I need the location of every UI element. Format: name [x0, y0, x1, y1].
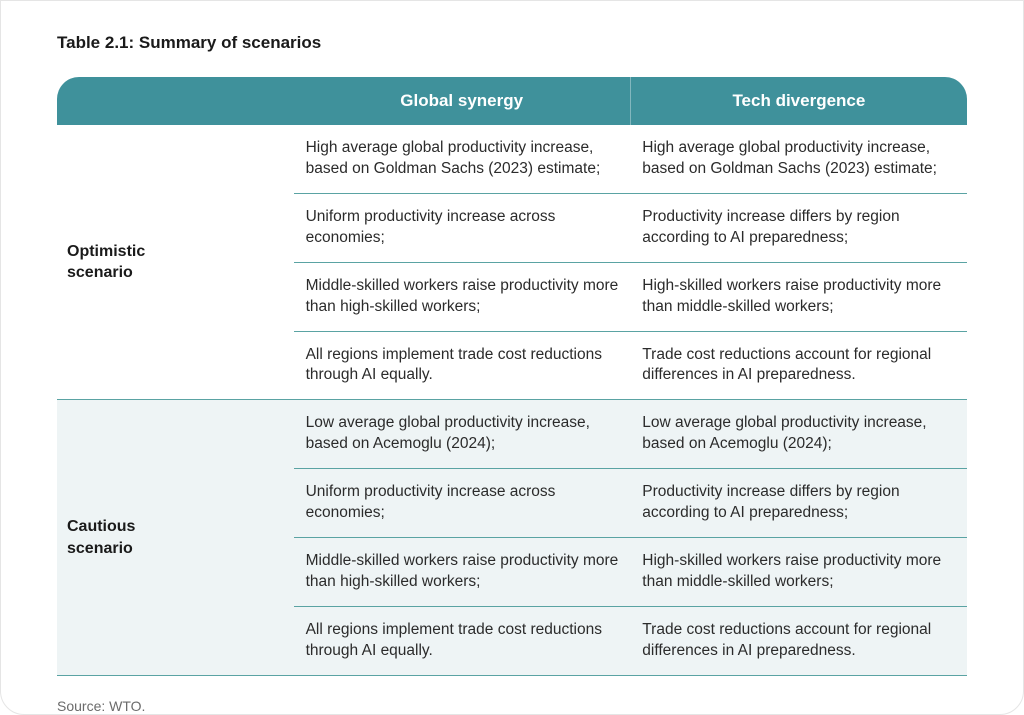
- cell: All regions implement trade cost reducti…: [294, 331, 631, 400]
- cell: High average global productivity increas…: [294, 125, 631, 193]
- cell: Low average global productivity increase…: [630, 400, 967, 469]
- group-optimistic: Optimisticscenario High average global p…: [57, 125, 967, 400]
- header-tech-divergence: Tech divergence: [630, 77, 967, 125]
- cell: Uniform productivity increase across eco…: [294, 469, 631, 538]
- cell: High-skilled workers raise productivity …: [630, 262, 967, 331]
- table-source: Source: WTO.: [57, 698, 967, 714]
- cell: Low average global productivity increase…: [294, 400, 631, 469]
- header-blank: [57, 77, 294, 125]
- cell: High average global productivity increas…: [630, 125, 967, 193]
- group-cautious: Cautiousscenario Low average global prod…: [57, 400, 967, 675]
- cell: Middle-skilled workers raise productivit…: [294, 538, 631, 607]
- cell: Trade cost reductions account for region…: [630, 331, 967, 400]
- cell: High-skilled workers raise productivity …: [630, 538, 967, 607]
- header-global-synergy: Global synergy: [294, 77, 631, 125]
- cell: All regions implement trade cost reducti…: [294, 606, 631, 675]
- cell: Middle-skilled workers raise productivit…: [294, 262, 631, 331]
- row-label-cautious: Cautiousscenario: [57, 400, 294, 675]
- table-header-row: Global synergy Tech divergence: [57, 77, 967, 125]
- cell: Uniform productivity increase across eco…: [294, 193, 631, 262]
- row-label-optimistic: Optimisticscenario: [57, 125, 294, 400]
- scenarios-table: Global synergy Tech divergence Optimisti…: [57, 77, 967, 676]
- cell: Trade cost reductions account for region…: [630, 606, 967, 675]
- table-title: Table 2.1: Summary of scenarios: [57, 33, 967, 53]
- cell: Productivity increase differs by region …: [630, 469, 967, 538]
- cell: Productivity increase differs by region …: [630, 193, 967, 262]
